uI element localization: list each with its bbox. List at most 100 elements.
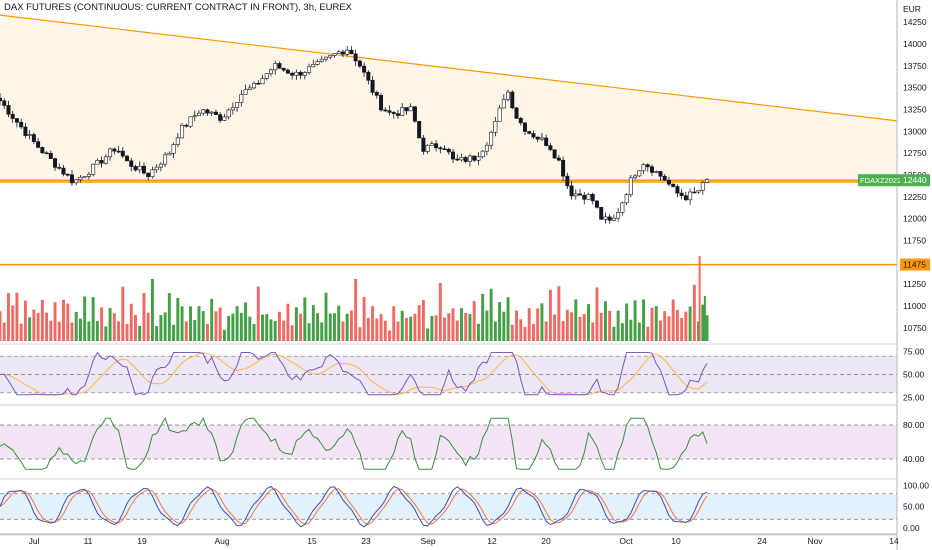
candle-body	[146, 172, 151, 177]
volume-bar	[32, 309, 36, 341]
currency-label: EUR	[903, 4, 921, 14]
candle-body	[594, 200, 599, 208]
candle-body	[281, 67, 286, 71]
volume-bar	[557, 286, 561, 341]
y-tick-label: 12250	[903, 192, 927, 202]
candle-body	[586, 194, 591, 200]
volume-bar	[451, 308, 455, 341]
y-tick-label: 11750	[903, 236, 926, 246]
candle-body	[675, 186, 680, 194]
candle-body	[336, 51, 341, 54]
volume-bar	[193, 319, 197, 341]
volume-bar	[341, 321, 345, 341]
volume-bar	[438, 282, 442, 341]
volume-bar	[548, 289, 552, 341]
candle-body	[44, 152, 49, 155]
candle-body	[277, 63, 282, 69]
volume-bar	[354, 279, 358, 341]
volume-bar	[222, 329, 226, 341]
volume-bar	[70, 322, 74, 341]
volume-bar	[692, 284, 696, 341]
candle-body	[374, 92, 379, 96]
candle-body	[290, 72, 295, 76]
candle-body	[247, 87, 252, 90]
candle-body	[650, 166, 654, 173]
volume-bar	[150, 279, 154, 341]
candle-body	[205, 109, 210, 114]
candle-body	[548, 145, 553, 151]
volume-bar	[256, 286, 260, 341]
candle-body	[383, 109, 388, 112]
volume-bar	[121, 286, 125, 341]
volume-bar	[307, 323, 311, 341]
volume-bar	[409, 316, 413, 341]
x-tick-label: 10	[671, 536, 681, 546]
x-tick-label: Aug	[214, 536, 229, 546]
volume-bar	[146, 312, 150, 341]
candle-body	[408, 106, 413, 112]
volume-bar	[19, 323, 23, 341]
y-tick-label: 14000	[903, 39, 927, 49]
volume-bar	[205, 323, 209, 341]
stochastic-pane[interactable]: 100.00 50.00 0.00	[0, 480, 929, 536]
volume-bar	[2, 322, 6, 341]
volume-bar	[620, 323, 624, 341]
x-tick-label: Sep	[420, 536, 435, 546]
volume-bar	[705, 315, 709, 341]
volume-bar	[231, 313, 235, 341]
volume-bar	[375, 318, 379, 341]
volume-bar	[349, 310, 353, 341]
volume-bar	[15, 292, 19, 341]
x-tick-label: 15	[307, 536, 317, 546]
volume-bar	[697, 321, 701, 341]
volume-bar	[654, 306, 658, 341]
volume-bar	[125, 324, 129, 341]
candle-body	[611, 217, 616, 221]
candle-body	[294, 71, 299, 76]
candle-body	[48, 152, 53, 159]
rsi-pane[interactable]: 75.00 50.00 25.00	[0, 347, 925, 406]
volume-bar	[629, 319, 633, 341]
candle-body	[476, 156, 481, 161]
candle-body	[370, 79, 375, 93]
candle-body	[603, 216, 608, 220]
candle-body	[311, 64, 316, 68]
y-tick-label: 13000	[903, 126, 927, 136]
symbol-tag-label: FDAXZ2022	[860, 176, 901, 185]
volume-bar	[493, 321, 497, 341]
candle-body	[391, 112, 396, 114]
volume-bar	[172, 324, 176, 341]
oscillator-pane[interactable]: 80.00 40.00	[0, 417, 925, 480]
volume-bar	[299, 313, 303, 341]
candle-body	[467, 155, 472, 162]
candle-body	[133, 166, 138, 171]
candle-body	[569, 185, 574, 197]
x-tick-label: 24	[757, 536, 767, 546]
candle-body	[239, 94, 244, 103]
volume-bar	[684, 311, 688, 341]
volume-bar	[286, 303, 290, 341]
candle-body	[150, 169, 155, 177]
candle-body	[171, 144, 176, 154]
price-tag-label: 12440	[903, 175, 927, 185]
candle-body	[345, 49, 350, 55]
volume-bar	[95, 320, 99, 341]
candle-body	[27, 134, 32, 136]
candle-body	[57, 167, 62, 169]
volume-bar	[481, 293, 485, 341]
candle-body	[260, 78, 265, 85]
volume-bar	[324, 292, 328, 341]
candle-body	[302, 72, 307, 76]
candle-body	[658, 171, 663, 177]
y-tick-label: 13500	[903, 83, 927, 93]
candle-body	[99, 160, 104, 164]
candle-body	[506, 91, 511, 100]
volume-bar	[138, 325, 142, 341]
candle-body	[129, 160, 134, 167]
candle-body	[692, 191, 697, 194]
candle-body	[417, 120, 422, 139]
candle-body	[442, 148, 447, 151]
price-pane[interactable]	[0, 14, 898, 341]
y-tick-label: 11250	[903, 279, 926, 289]
